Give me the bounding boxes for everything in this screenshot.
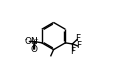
Text: N: N	[31, 37, 37, 46]
Text: +: +	[33, 37, 38, 42]
Text: -: -	[25, 37, 27, 43]
Text: O: O	[24, 37, 31, 46]
Text: F: F	[76, 34, 81, 43]
Text: O: O	[31, 45, 38, 54]
Text: F: F	[76, 41, 81, 50]
Text: F: F	[70, 47, 75, 56]
